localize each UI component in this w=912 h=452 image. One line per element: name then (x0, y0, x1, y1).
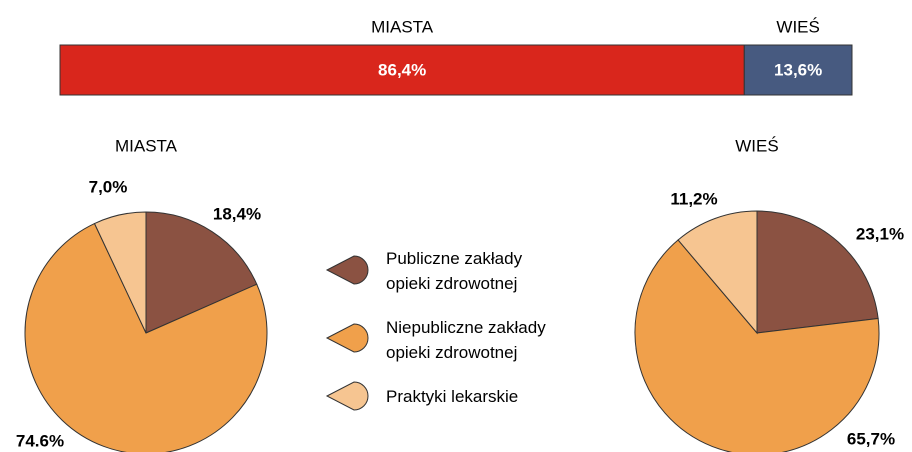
legend-icon (325, 323, 369, 353)
slice-label: 65,7% (847, 429, 895, 448)
pie-title: WIEŚ (735, 136, 778, 155)
slice-label: 18,4% (213, 204, 261, 223)
slice-label: 11,2% (670, 189, 717, 208)
pie-slice (677, 210, 758, 335)
legend-icon (325, 255, 369, 285)
bar-segment (743, 44, 853, 96)
legend-label: Publiczne zakłady opieki zdrowotnej (386, 249, 523, 293)
pie-slice (145, 211, 258, 334)
segment-label: 86,4% (378, 60, 426, 79)
slice-label: 23,1% (856, 224, 904, 243)
pie-title: MIASTA (115, 136, 178, 155)
bar-segment (59, 44, 745, 96)
segment-label: 13,6% (774, 60, 822, 79)
segment-name: WIEŚ (776, 17, 819, 36)
legend-icon (325, 381, 369, 411)
slice-label: 7,0% (89, 177, 128, 196)
pie-slice (634, 239, 880, 452)
slice-label: 74.6% (16, 431, 64, 450)
legend-label: Niepubliczne zakłady opieki zdrowotnej (386, 318, 546, 362)
segment-name: MIASTA (371, 17, 434, 36)
pie-slice (756, 210, 879, 334)
legend-label: Praktyki lekarskie (386, 387, 519, 406)
pie-slice (93, 211, 147, 334)
pie-slice (24, 222, 268, 452)
